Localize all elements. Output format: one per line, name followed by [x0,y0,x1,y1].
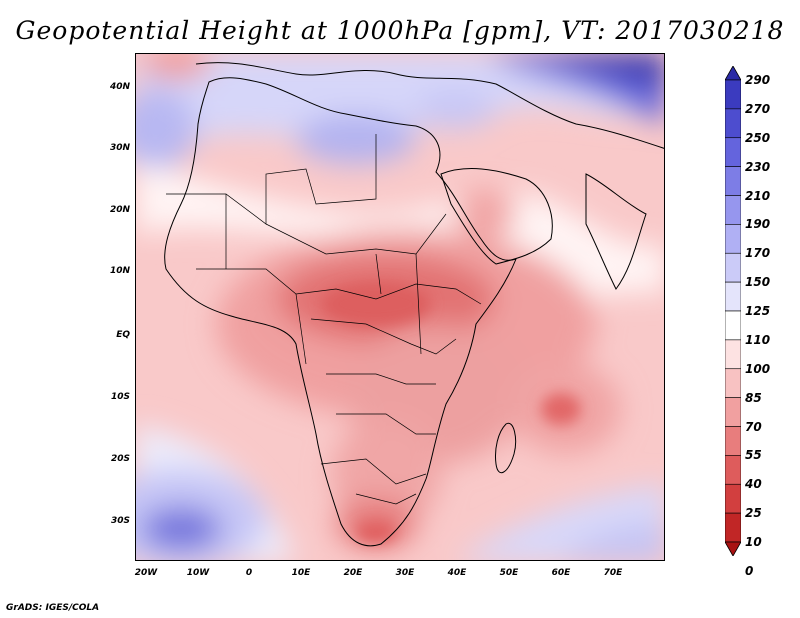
height-field [136,54,664,560]
colorbar-label: 190 [745,217,771,232]
colorbar-label: 290 [745,73,771,87]
geopotential-map [136,54,664,560]
colorbar-swatch-bottom [725,541,741,556]
y-axis-label: 20S [110,454,130,464]
y-axis-label: 40N [109,82,130,92]
x-axis-label: 20E [343,568,363,578]
y-axis-label: 10S [110,392,130,402]
credit-text: GrADS: IGES/COLA [6,603,100,613]
map-panel [135,53,665,561]
colorbar-swatch [725,224,741,254]
colorbar-label: 100 [745,361,771,376]
colorbar-label: 85 [745,390,762,405]
colorbar-label: 0 [745,563,754,578]
colorbar-label: 150 [745,275,771,290]
colorbar-swatch [725,483,741,514]
colorbar-swatch [725,166,741,196]
colorbar [725,66,741,556]
colorbar-swatch [725,281,741,312]
x-axis-label: 10W [186,568,210,578]
x-axis-label: 70E [603,568,623,578]
country-borders [166,134,482,505]
colorbar-swatch [725,455,741,485]
map-title: Geopotential Height at 1000hPa [gpm], VT… [15,16,785,45]
x-axis-label: 40E [447,568,467,578]
colorbar-swatch [725,108,741,139]
colorbar-label: 250 [745,130,771,145]
colorbar-label: 210 [745,188,771,203]
colorbar-label: 270 [745,101,771,116]
colorbar-label: 70 [745,419,762,434]
x-axis-label: 50E [499,568,519,578]
colorbar-label: 40 [745,477,762,492]
colorbar-label: 55 [745,448,762,463]
colorbar-swatch [725,512,741,543]
colorbar-label: 125 [745,304,771,318]
y-axis-label: 30N [109,143,130,153]
colorbar-swatch [725,137,741,167]
x-axis-label: 30E [395,568,415,578]
colorbar-swatch [725,426,741,456]
y-axis-label: 30S [110,516,130,526]
x-axis-label: 20W [134,568,158,578]
colorbar-swatch [725,79,741,110]
colorbar-label: 170 [745,246,771,261]
colorbar-swatch [725,339,741,370]
colorbar-swatch [725,252,741,283]
colorbar-label: 110 [745,332,771,347]
x-axis-label: 0 [245,568,253,578]
colorbar-label: 25 [745,506,762,521]
colorbar-label: 230 [745,159,771,174]
coastlines [164,62,664,547]
colorbar-swatch [725,195,741,225]
colorbar-swatch [725,397,741,427]
colorbar-swatch [725,310,741,341]
colorbar-label: 10 [745,535,762,549]
x-axis-label: 10E [291,568,311,578]
y-axis-label: 10N [109,266,130,276]
x-axis-label: 60E [551,568,571,578]
colorbar-swatch-top [725,66,741,81]
y-axis-label: EQ [116,330,130,340]
colorbar-swatch [725,368,741,398]
y-axis-label: 20N [109,205,130,215]
